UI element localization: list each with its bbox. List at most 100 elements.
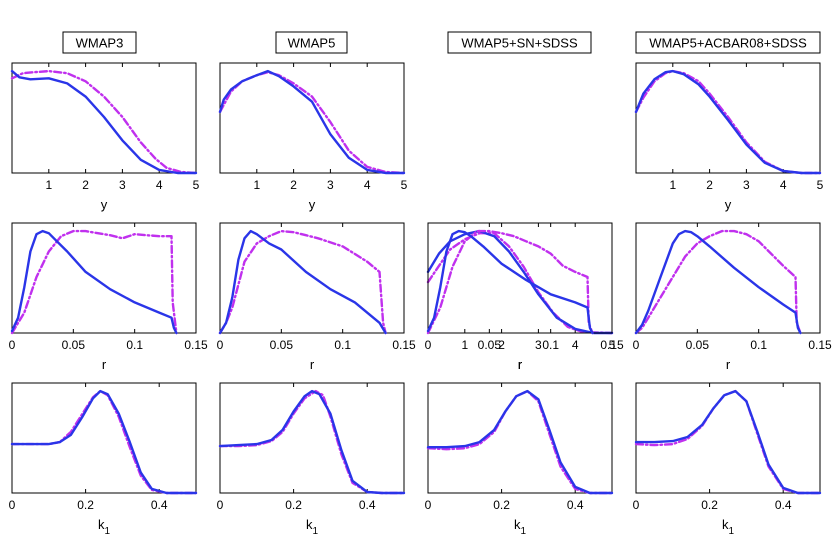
- x-tick-label: 0: [9, 498, 16, 512]
- x-axis-label-main: k: [98, 517, 105, 532]
- panel: 0 0.05 0.1 0.15 r: [9, 222, 208, 372]
- x-axis-label: k1: [98, 517, 111, 537]
- axes-frame: [11, 382, 197, 494]
- axes-frame: [635, 382, 821, 494]
- panel: 0 0.05 0.1 0.15 r: [633, 222, 832, 372]
- series-line-dashdot: [218, 389, 406, 495]
- x-axis-label: r: [518, 357, 523, 372]
- series-line-solid: [634, 69, 822, 175]
- x-tick-label: 0.4: [567, 498, 584, 512]
- column-title: WMAP3: [76, 36, 124, 51]
- x-tick-label: 0.15: [184, 338, 208, 352]
- x-axis-label: k1: [514, 517, 527, 537]
- x-tick-label: 4: [780, 178, 787, 192]
- panel: 1 2 3 4 5 y: [218, 62, 408, 212]
- x-axis-label: y: [101, 197, 108, 212]
- x-tick-label: 0.1: [126, 338, 143, 352]
- x-tick-label: 0.05: [62, 338, 86, 352]
- x-tick-label: 4: [156, 178, 163, 192]
- x-tick-label: 0: [217, 338, 224, 352]
- x-axis-label-main: k: [306, 517, 313, 532]
- series-line-dashdot: [426, 231, 614, 335]
- x-tick-label: 0.4: [359, 498, 376, 512]
- panel: 1 2 3 4 5 y: [10, 62, 200, 212]
- x-tick-label: 0.1: [542, 338, 559, 352]
- series-line-solid: [10, 229, 178, 335]
- x-tick-label: 0: [217, 498, 224, 512]
- x-tick-label: 0: [633, 498, 640, 512]
- x-tick-label: 1: [253, 178, 260, 192]
- x-tick-label: 3: [327, 178, 334, 192]
- column-title: WMAP5+SN+SDSS: [461, 36, 578, 51]
- series-line-dashdot: [426, 389, 614, 495]
- x-axis-label-main: r: [518, 357, 523, 372]
- x-tick-label: 4: [572, 338, 579, 352]
- x-tick-label: 5: [193, 178, 200, 192]
- x-tick-label: 3: [743, 178, 750, 192]
- axes-frame: [219, 222, 405, 334]
- panel: 0 0.2 0.4 k1: [633, 382, 822, 537]
- x-axis-label-main: y: [309, 197, 316, 212]
- axes-frame: [635, 222, 821, 334]
- x-axis-label-main: k: [514, 517, 521, 532]
- x-axis-label-subscript: 1: [104, 526, 110, 537]
- panel: 1 2 3 4 5 y: [634, 62, 824, 212]
- x-tick-label: 4: [364, 178, 371, 192]
- x-axis-label-main: r: [310, 357, 315, 372]
- x-axis-label-subscript: 1: [312, 526, 318, 537]
- x-tick-label: 0.2: [77, 498, 94, 512]
- series-line-solid: [426, 389, 614, 495]
- series-line-dashdot: [10, 229, 178, 335]
- x-tick-label: 2: [82, 178, 89, 192]
- x-tick-label: 2: [290, 178, 297, 192]
- x-tick-label: 0.1: [334, 338, 351, 352]
- x-axis-label: r: [310, 357, 315, 372]
- x-tick-label: 0: [425, 338, 432, 352]
- x-axis-label-main: k: [722, 517, 729, 532]
- axes-frame: [219, 382, 405, 494]
- panel: 0 0.05 0.1 0.15 r: [425, 222, 624, 372]
- series-line-solid: [634, 389, 822, 495]
- series-line-solid: [634, 229, 802, 335]
- panel: 0 0.05 0.1 0.15 r: [217, 222, 416, 372]
- series-line-dashdot: [10, 389, 198, 495]
- x-tick-label: 2: [498, 338, 505, 352]
- axes-frame: [11, 62, 197, 174]
- column-title: WMAP5+ACBAR08+SDSS: [649, 36, 807, 51]
- column-title-box: [447, 31, 592, 54]
- series-line-solid: [426, 229, 594, 335]
- x-tick-label: 0.2: [701, 498, 718, 512]
- series-line-dashdot: [634, 229, 802, 335]
- x-tick-label: 0.15: [392, 338, 416, 352]
- series-line-dashdot: [218, 70, 406, 175]
- x-tick-label: 0.05: [270, 338, 294, 352]
- x-tick-label: 5: [609, 338, 616, 352]
- x-axis-label-main: r: [102, 357, 107, 372]
- series-line-solid: [10, 69, 198, 175]
- x-axis-label: y: [725, 197, 732, 212]
- x-axis-label: r: [726, 357, 731, 372]
- x-axis-label: r: [518, 357, 523, 372]
- x-tick-label: 0.1: [750, 338, 767, 352]
- x-tick-label: 1: [45, 178, 52, 192]
- x-axis-label: y: [309, 197, 316, 212]
- column-title-box: [635, 31, 821, 54]
- x-tick-label: 0.4: [775, 498, 792, 512]
- x-axis-label: k1: [722, 517, 735, 537]
- axes-frame: [11, 222, 197, 334]
- x-tick-label: 5: [401, 178, 408, 192]
- x-tick-label: 0.4: [151, 498, 168, 512]
- series-line-dashdot: [10, 69, 198, 175]
- x-axis-label-main: r: [518, 357, 523, 372]
- panel: 0 0.2 0.4 k1: [425, 382, 614, 537]
- x-tick-label: 0.2: [285, 498, 302, 512]
- axes-frame: [427, 382, 613, 494]
- x-axis-label-main: y: [101, 197, 108, 212]
- series-line-dashdot: [218, 229, 387, 335]
- x-tick-label: 3: [119, 178, 126, 192]
- series-line-solid: [218, 69, 406, 175]
- series-line-solid: [218, 389, 406, 495]
- x-axis-label: k1: [306, 517, 319, 537]
- series-line-solid: [218, 229, 387, 335]
